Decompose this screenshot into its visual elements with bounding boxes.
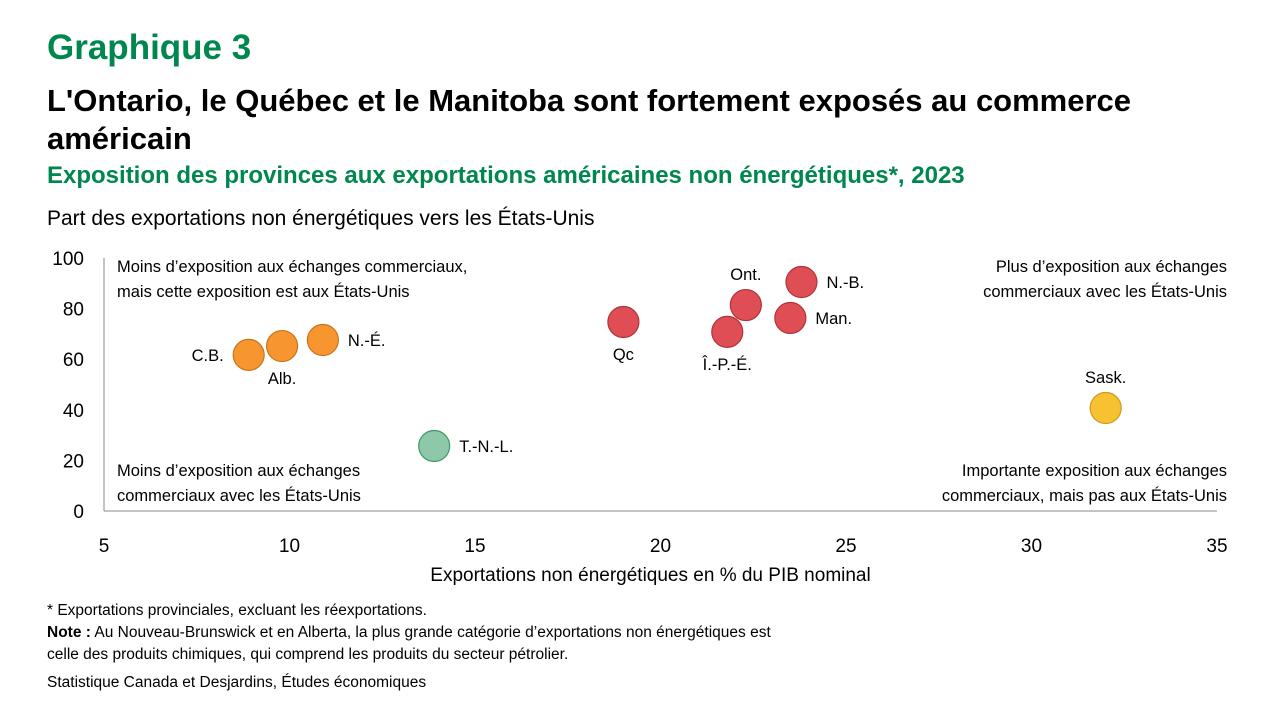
y-tick-label: 40 xyxy=(63,401,84,422)
x-tick-label: 15 xyxy=(464,536,485,557)
quadrant-label-bottom-right: Importante exposition aux échanges xyxy=(962,462,1227,480)
y-tick-label: 60 xyxy=(63,350,84,371)
data-label: T.-N.-L. xyxy=(459,438,513,456)
chart-subtitle: Exposition des provinces aux exportation… xyxy=(47,162,965,189)
x-tick-label: 20 xyxy=(650,536,671,557)
data-point xyxy=(711,315,744,348)
x-tick-label: 5 xyxy=(99,536,110,557)
data-label: Ont. xyxy=(730,266,761,284)
y-tick-label: 100 xyxy=(52,249,84,270)
x-tick-label: 25 xyxy=(835,536,856,557)
x-tick-label: 35 xyxy=(1206,536,1227,557)
data-point xyxy=(1089,391,1122,425)
chart-number: Graphique 3 xyxy=(47,28,252,67)
data-label: N.-É. xyxy=(348,331,386,350)
data-point xyxy=(265,329,299,363)
quadrant-label-top-left: Moins d’exposition aux échanges commerci… xyxy=(117,258,467,276)
asterisk-note: * Exportations provinciales, excluant le… xyxy=(47,602,427,619)
y-tick-label: 0 xyxy=(73,502,84,523)
data-label: C.B. xyxy=(192,347,224,365)
data-point xyxy=(785,265,818,299)
data-label: Man. xyxy=(815,310,852,328)
data-point xyxy=(232,338,265,371)
data-point xyxy=(729,288,762,322)
data-label: Alb. xyxy=(268,370,296,388)
data-point xyxy=(418,429,451,463)
data-label: Qc xyxy=(613,346,634,364)
quadrant-label-bottom-left: commerciaux avec les États-Unis xyxy=(117,486,361,505)
quadrant-label-top-left: mais cette exposition est aux États-Unis xyxy=(117,282,410,301)
quadrant-label-bottom-left: Moins d’exposition aux échanges xyxy=(117,462,360,480)
data-label: N.-B. xyxy=(826,274,864,292)
data-point xyxy=(607,305,640,339)
scatter-plot: 5 10 15 20 25 30 35 0 20 40 60 80 100 Exportations no… xyxy=(52,249,1227,586)
data-point xyxy=(306,323,339,357)
chart-title: L'Ontario, le Québec et le Manitoba sont… xyxy=(47,83,1132,156)
note-text: Au Nouveau-Brunswick et en Alberta, la p… xyxy=(90,624,771,641)
y-tick-label: 20 xyxy=(63,451,84,472)
x-axis-label: Exportations non énergétiques en % du PI… xyxy=(430,565,870,586)
quadrant-label-top-right: commerciaux avec les États-Unis xyxy=(983,282,1227,301)
source: Statistique Canada et Desjardins, Études… xyxy=(47,674,427,691)
footer: * Exportations provinciales, excluant le… xyxy=(47,600,771,694)
x-tick-label: 30 xyxy=(1021,536,1042,557)
note-text-2: celle des produits chimiques, qui compre… xyxy=(47,646,569,663)
quadrant-label-bottom-right: commerciaux, mais pas aux États-Unis xyxy=(942,486,1227,505)
y-tick-label: 80 xyxy=(63,300,84,321)
data-label: Î.-P.-É. xyxy=(702,355,752,374)
data-label: Sask. xyxy=(1085,369,1126,387)
y-axis-label: Part des exportations non énergétiques v… xyxy=(47,207,595,230)
quadrant-label-top-right: Plus d’exposition aux échanges xyxy=(996,258,1227,276)
note-label: Note : xyxy=(47,624,91,641)
x-tick-label: 10 xyxy=(279,536,300,557)
data-point xyxy=(774,301,807,335)
note: Note : Au Nouveau-Brunswick et en Albert… xyxy=(47,622,771,644)
